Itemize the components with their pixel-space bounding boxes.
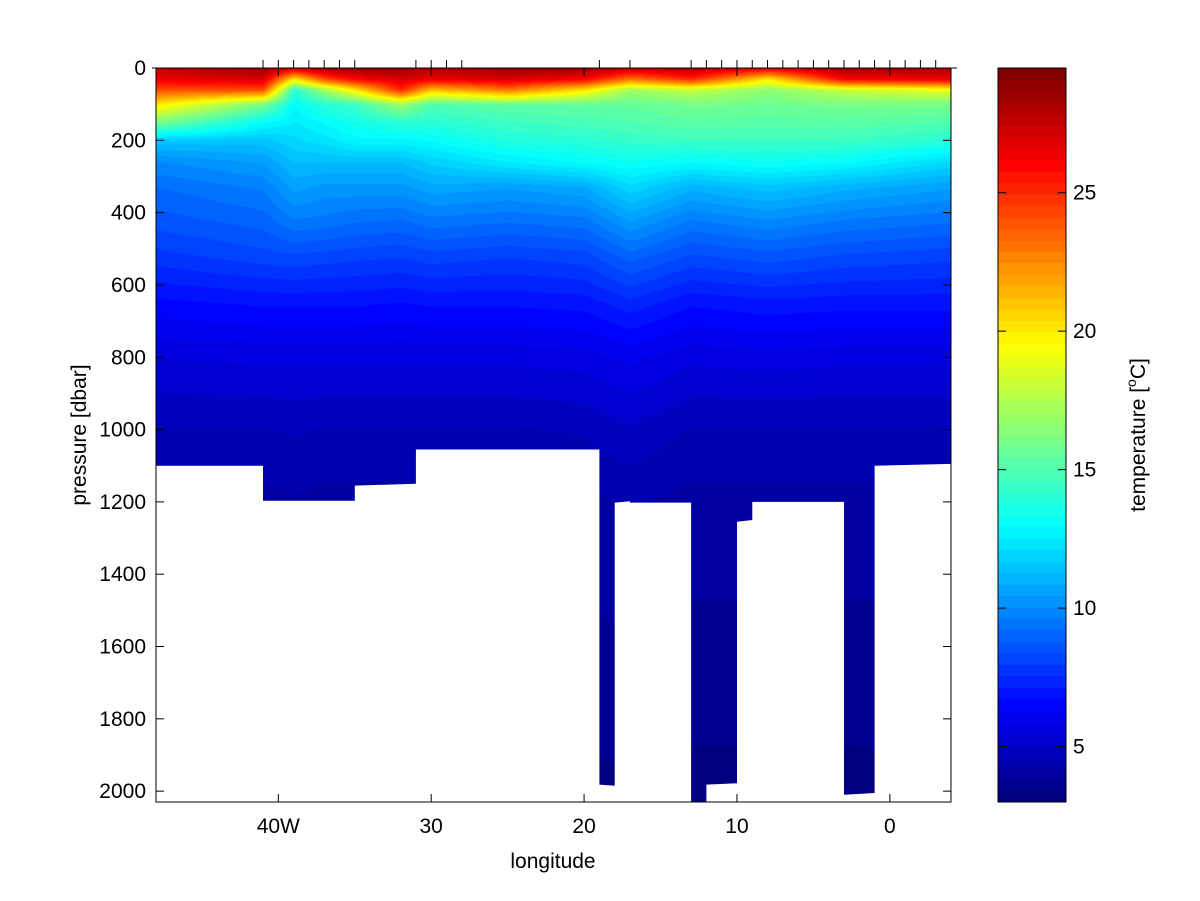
x-tick-label: 30 (420, 815, 443, 838)
colorbar-gradient (998, 68, 1066, 802)
y-tick-label: 1800 (99, 708, 146, 731)
y-tick-label: 400 (111, 202, 146, 225)
colorbar-tick-label: 15 (1073, 459, 1096, 482)
y-tick-label: 0 (134, 57, 146, 80)
colorbar: 5 10 15 20 25 temperature [oC] (997, 67, 1150, 803)
y-tick-label: 1000 (99, 419, 146, 442)
colorbar-tick-label: 25 (1073, 182, 1096, 205)
x-tick-label: 0 (884, 815, 896, 838)
y-tick-label: 600 (111, 274, 146, 297)
colorbar-tick-label: 20 (1073, 320, 1096, 343)
plot-area (156, 68, 951, 802)
x-tick-label: 20 (572, 815, 595, 838)
colorbar-frame (997, 67, 1067, 803)
y-tick-label: 1400 (99, 563, 146, 586)
x-axis-ticks: 40W 30 20 10 0 (257, 68, 896, 838)
seafloor-mask (156, 449, 951, 802)
y-tick-label: 1600 (99, 636, 146, 659)
x-tick-label: 10 (725, 815, 748, 838)
x-axis-label: longitude (510, 850, 595, 873)
colorbar-tick-label: 5 (1073, 736, 1085, 759)
y-tick-label: 1200 (99, 491, 146, 514)
colorbar-label: temperature [oC] (1123, 358, 1150, 512)
colorbar-tick-label: 10 (1073, 597, 1096, 620)
colorbar-ticks: 5 10 15 20 25 (998, 182, 1096, 759)
y-tick-label: 2000 (99, 780, 146, 803)
station-markers (152, 60, 957, 69)
y-tick-label: 800 (111, 346, 146, 369)
x-tick-label: 40W (257, 815, 300, 838)
y-axis-label: pressure [dbar] (68, 364, 91, 505)
y-tick-label: 200 (111, 129, 146, 152)
